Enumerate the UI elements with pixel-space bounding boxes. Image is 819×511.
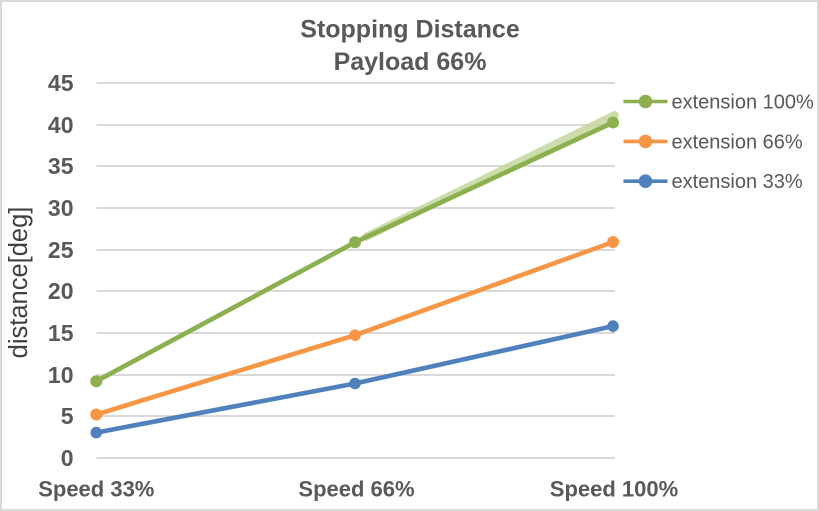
svg-text:10: 10 (48, 362, 74, 388)
svg-text:Speed 100%: Speed 100% (550, 477, 678, 502)
svg-text:0: 0 (61, 445, 74, 471)
svg-text:5: 5 (61, 403, 74, 429)
svg-text:40: 40 (48, 112, 74, 138)
svg-text:Stopping Distance: Stopping Distance (300, 16, 520, 44)
svg-text:20: 20 (48, 278, 74, 304)
svg-text:45: 45 (48, 70, 74, 96)
svg-text:30: 30 (48, 195, 74, 221)
svg-text:25: 25 (48, 237, 74, 263)
svg-text:Speed 33%: Speed 33% (38, 477, 154, 502)
svg-text:extension 33%: extension 33% (672, 171, 803, 193)
svg-text:distance[deg]: distance[deg] (5, 207, 33, 359)
svg-text:Payload 66%: Payload 66% (334, 48, 487, 76)
svg-text:Speed 66%: Speed 66% (298, 477, 414, 502)
svg-text:extension 100%: extension 100% (672, 92, 815, 114)
svg-text:35: 35 (48, 153, 74, 179)
svg-text:15: 15 (48, 320, 74, 346)
svg-text:extension 66%: extension 66% (672, 131, 803, 153)
